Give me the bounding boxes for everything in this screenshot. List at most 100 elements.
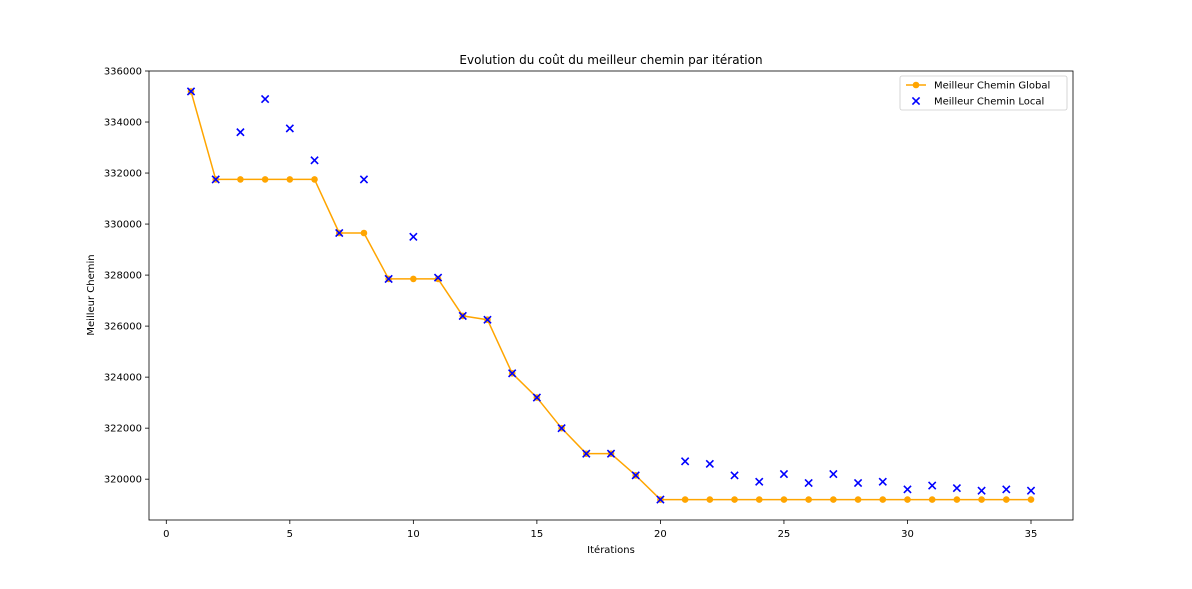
data-point-local [409, 232, 418, 241]
data-point-global [755, 496, 763, 503]
data-point-local-stroke-b [483, 315, 492, 324]
data-point-local [779, 469, 789, 479]
y-tick-label: 326000 [104, 322, 142, 333]
y-tick-label: 332000 [104, 169, 142, 180]
data-point-local-stroke-b [384, 274, 393, 284]
data-point-local [260, 94, 270, 104]
legend-label-global: Meilleur Chemin Global [934, 81, 1050, 92]
data-point-local-stroke-b [508, 369, 517, 378]
data-point-local [730, 471, 739, 480]
y-tick-label: 334000 [104, 118, 142, 129]
data-point-local-stroke-b [606, 449, 616, 458]
data-point-global [731, 496, 738, 503]
data-point-local-stroke-b [804, 478, 813, 488]
y-tick-label: 324000 [104, 373, 142, 384]
x-tick-label: 30 [901, 529, 914, 540]
data-point-local-stroke-b [903, 485, 912, 494]
data-point-local [804, 478, 813, 488]
data-point-local [433, 273, 443, 282]
y-tick-label: 330000 [104, 220, 142, 231]
data-point-global [978, 496, 985, 503]
axes-frame [148, 70, 1074, 521]
data-point-local [928, 481, 937, 490]
data-point-local-stroke-b [680, 457, 690, 466]
data-point-global [706, 496, 714, 503]
data-point-local [508, 369, 517, 378]
data-point-global [830, 496, 837, 503]
data-point-local-stroke-b [335, 228, 344, 238]
data-point-local-stroke-b [359, 175, 369, 184]
legend: Meilleur Chemin Global Meilleur Chemin Lo… [899, 75, 1068, 111]
x-tick-label: 25 [778, 529, 791, 540]
data-point-local-stroke-b [285, 124, 294, 133]
data-point-local [384, 274, 393, 284]
y-tick-label: 320000 [104, 475, 142, 486]
data-point-local-stroke-b [829, 469, 838, 479]
legend-box [899, 75, 1068, 111]
data-point-local-stroke-b [310, 156, 319, 165]
data-point-global [237, 176, 244, 183]
data-point-global [904, 496, 911, 503]
data-point-global [410, 275, 417, 283]
data-point-local [1026, 486, 1036, 495]
data-point-local [335, 228, 344, 238]
x-tick-label: 10 [407, 529, 420, 540]
y-tick-label: 322000 [104, 424, 142, 435]
data-point-local [532, 393, 542, 402]
data-point-local [903, 485, 912, 494]
data-point-local-stroke-b [409, 232, 418, 241]
data-point-local-stroke-b [458, 311, 467, 321]
data-point-global [261, 176, 269, 183]
data-point-local-stroke-b [878, 477, 887, 486]
data-point-local [1002, 485, 1011, 494]
y-axis-title: Meilleur Chemin [86, 254, 97, 335]
data-point-local-stroke-b [779, 469, 789, 479]
legend-swatch-local-marker [911, 96, 921, 106]
x-axis-title: Itérations [587, 544, 635, 556]
data-point-local-stroke-b [211, 175, 220, 184]
data-point-local [285, 124, 294, 133]
data-point-global [928, 496, 936, 503]
data-point-local [236, 128, 245, 137]
data-point-global [286, 176, 294, 183]
data-point-global [805, 496, 812, 503]
data-point-local [557, 423, 566, 433]
x-tick-label: 5 [287, 529, 293, 540]
data-point-local-stroke-b [557, 423, 566, 433]
data-point-local-stroke-b [1026, 486, 1036, 495]
data-point-local [310, 156, 319, 165]
data-point-global [311, 176, 318, 183]
data-point-local-stroke-b [582, 449, 591, 458]
data-point-global [434, 275, 442, 283]
x-tick-label: 15 [531, 529, 544, 540]
data-point-local-stroke-b [433, 273, 443, 282]
legend-swatch-global-marker [912, 81, 920, 89]
data-point-local [952, 483, 962, 493]
data-point-local [606, 449, 616, 458]
data-point-global [1027, 496, 1035, 503]
legend-swatch-local-marker-stroke-b [911, 96, 921, 106]
series-line-global [190, 91, 1031, 501]
x-tick-label: 0 [163, 529, 169, 540]
data-point-local-stroke-b [186, 87, 196, 96]
chart-title: Evolution du coût du meilleur chemin par… [459, 53, 762, 67]
data-point-local [582, 449, 591, 458]
data-point-local-stroke-b [532, 393, 542, 402]
data-point-global [1002, 496, 1010, 503]
data-point-local-stroke-b [853, 478, 863, 488]
data-point-local-stroke-b [631, 471, 640, 480]
data-point-local [458, 311, 467, 321]
data-point-local [483, 315, 492, 324]
data-point-local [977, 486, 986, 495]
data-point-local [705, 459, 714, 469]
data-point-local [186, 87, 196, 96]
y-tick-label: 328000 [104, 271, 142, 282]
data-point-global [681, 496, 689, 503]
data-point-local [656, 495, 665, 504]
data-point-local [211, 175, 220, 184]
data-point-local-stroke-b [755, 477, 764, 486]
data-point-local-stroke-b [260, 94, 270, 104]
plot-area: 0 5 10 15 20 25 30 35 320000 322000 324000 326000 32… [104, 67, 1074, 540]
data-point-local-stroke-b [1002, 485, 1011, 494]
data-point-local-stroke-b [952, 483, 962, 493]
